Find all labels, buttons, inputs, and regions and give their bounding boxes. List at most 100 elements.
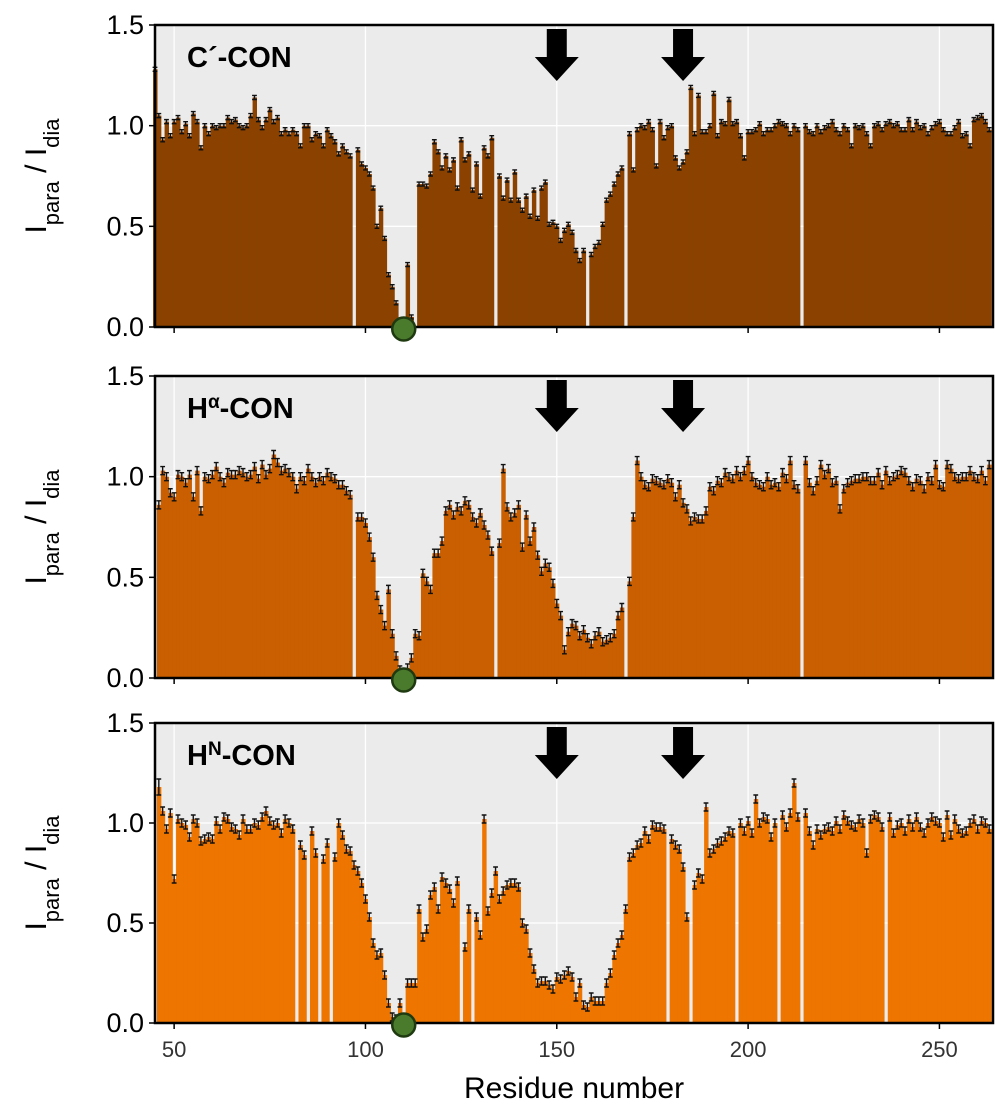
bar	[535, 983, 541, 1023]
bar	[822, 127, 828, 328]
bar	[845, 821, 851, 1023]
error-bar	[569, 229, 575, 236]
error-bar	[569, 972, 575, 982]
bar	[684, 151, 690, 327]
bar	[639, 476, 644, 678]
error-bar	[856, 473, 862, 484]
bar	[642, 127, 648, 328]
bar	[252, 466, 258, 678]
bar	[267, 468, 273, 678]
bar	[914, 121, 919, 327]
error-bar	[363, 894, 368, 904]
panel-border	[153, 374, 995, 680]
error-bar	[627, 576, 632, 587]
bar	[187, 474, 192, 678]
error-bar	[439, 872, 445, 882]
panel-title-rest: -CON	[222, 740, 296, 772]
bar	[780, 123, 786, 327]
bar	[516, 887, 522, 1023]
error-bar	[611, 628, 617, 639]
bar	[482, 147, 487, 327]
error-bar	[236, 122, 242, 129]
error-bar	[477, 508, 483, 518]
error-bar	[389, 628, 395, 639]
bar	[290, 829, 296, 1023]
panel-3: 0.0 0.5 1.0 1.5 50 100 150 200 250 HN-CON Ipara / …	[20, 708, 995, 1062]
error-bar	[902, 826, 908, 836]
error-bar	[259, 812, 265, 822]
error-bar	[730, 120, 736, 127]
bar	[795, 488, 801, 678]
bar	[428, 895, 434, 1023]
bar	[508, 516, 514, 678]
error-bar	[527, 948, 533, 958]
error-bar	[355, 147, 361, 153]
bar	[677, 849, 682, 1023]
bar	[600, 1001, 606, 1023]
bar	[512, 171, 518, 327]
bar	[964, 831, 969, 1023]
bar	[700, 518, 705, 678]
bar	[271, 454, 277, 678]
down-arrow-icon	[534, 29, 579, 81]
bar	[176, 819, 181, 1023]
bar	[355, 149, 361, 327]
bar	[210, 474, 215, 678]
error-bar	[673, 155, 678, 161]
error-bar	[305, 122, 311, 129]
bar	[662, 484, 667, 678]
error-bar	[757, 120, 762, 127]
bar	[348, 155, 353, 327]
bar	[795, 129, 801, 327]
bar	[838, 133, 843, 327]
bar	[179, 476, 185, 678]
bar	[906, 119, 912, 327]
error-bar	[183, 120, 189, 127]
bar	[256, 825, 261, 1023]
error-bar	[259, 459, 265, 470]
error-bar	[894, 120, 900, 127]
error-bar	[340, 830, 345, 840]
bar	[371, 557, 376, 678]
error-bar	[871, 810, 877, 820]
error-bar	[458, 137, 464, 143]
error-bar	[982, 118, 988, 125]
error-bar	[470, 187, 475, 193]
bar	[470, 190, 476, 327]
y-tick-label: 0.5	[106, 211, 144, 241]
bar	[528, 953, 533, 1023]
error-bar	[454, 876, 460, 886]
bar	[218, 125, 223, 328]
bar	[287, 133, 292, 327]
error-bar	[340, 479, 345, 490]
bar	[474, 163, 479, 327]
error-bar	[573, 620, 579, 631]
bar	[336, 484, 342, 678]
y-tick-label: 1.5	[106, 708, 144, 738]
error-bar	[420, 181, 426, 187]
bar	[918, 827, 923, 1023]
bar	[876, 123, 881, 327]
bar	[910, 827, 916, 1023]
bar	[183, 825, 189, 1023]
bar	[914, 478, 919, 678]
bar	[420, 573, 426, 678]
error-bar	[508, 512, 514, 522]
error-bar	[466, 500, 472, 510]
error-bar	[324, 838, 330, 848]
bar	[700, 879, 705, 1023]
bar	[830, 482, 835, 678]
bar	[899, 823, 904, 1023]
error-bar	[470, 512, 475, 522]
error-bar	[366, 912, 372, 922]
bar	[734, 121, 740, 327]
error-bar	[661, 824, 667, 834]
error-bar	[454, 502, 460, 512]
bar	[903, 129, 908, 327]
error-bar	[351, 860, 357, 870]
bar	[409, 657, 414, 678]
bar	[206, 133, 212, 327]
error-bar	[650, 473, 655, 484]
bar	[244, 476, 250, 678]
bar	[321, 859, 326, 1023]
